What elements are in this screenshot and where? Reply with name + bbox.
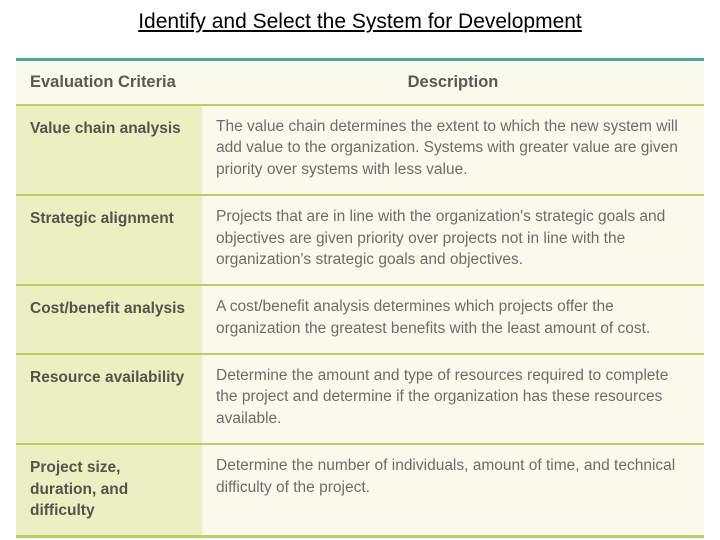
table-row: Resource availability Determine the amou… <box>16 353 704 443</box>
table-row: Cost/benefit analysis A cost/benefit ana… <box>16 284 704 353</box>
criteria-cell: Resource availability <box>16 355 202 443</box>
description-cell: A cost/benefit analysis determines which… <box>202 286 704 353</box>
table-header-row: Evaluation Criteria Description <box>16 61 704 104</box>
criteria-cell: Project size, duration, and difficulty <box>16 445 202 535</box>
criteria-table: Evaluation Criteria Description Value ch… <box>16 58 704 538</box>
table-row: Strategic alignment Projects that are in… <box>16 194 704 284</box>
page-title: Identify and Select the System for Devel… <box>0 0 720 58</box>
description-cell: Determine the number of individuals, amo… <box>202 445 704 535</box>
description-cell: The value chain determines the extent to… <box>202 106 704 194</box>
description-cell: Determine the amount and type of resourc… <box>202 355 704 443</box>
table-row: Project size, duration, and difficulty D… <box>16 443 704 535</box>
header-criteria: Evaluation Criteria <box>16 61 202 104</box>
header-description: Description <box>202 61 704 104</box>
description-cell: Projects that are in line with the organ… <box>202 196 704 284</box>
criteria-cell: Strategic alignment <box>16 196 202 284</box>
criteria-cell: Cost/benefit analysis <box>16 286 202 353</box>
criteria-cell: Value chain analysis <box>16 106 202 194</box>
table-row: Value chain analysis The value chain det… <box>16 104 704 194</box>
